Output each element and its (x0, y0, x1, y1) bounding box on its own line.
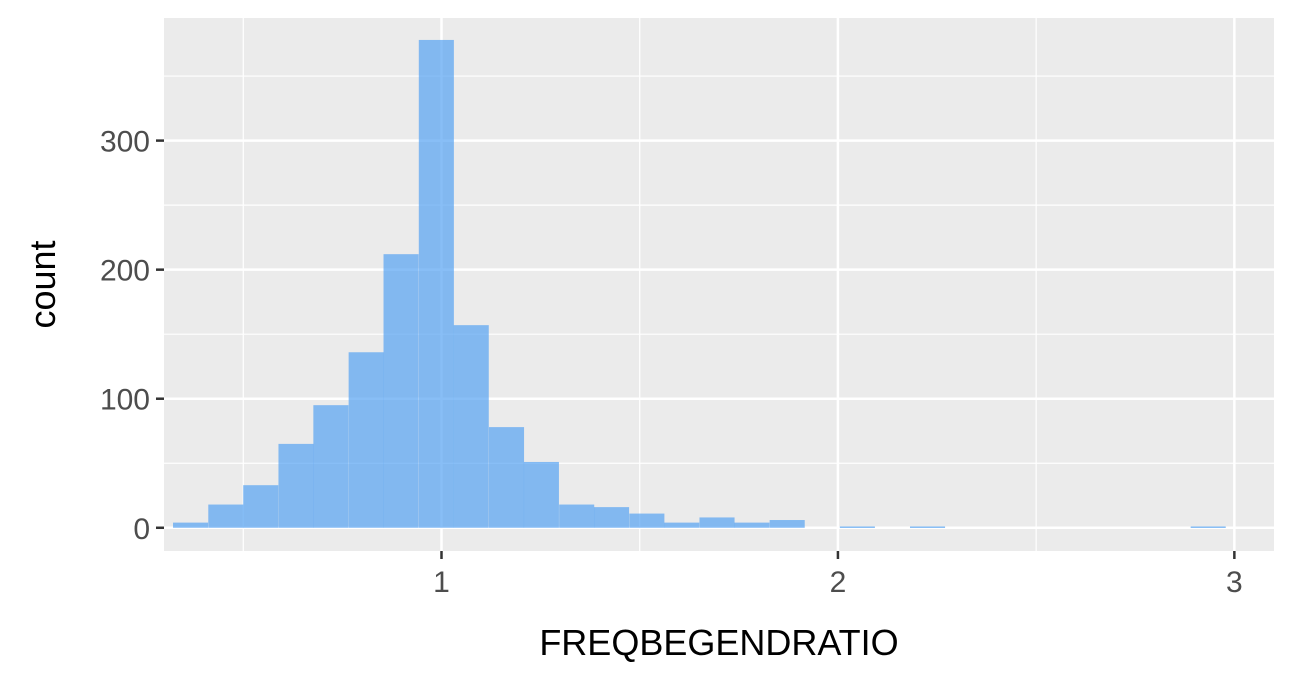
histogram-bar (348, 352, 384, 528)
histogram-bar (734, 522, 770, 528)
histogram-bar (1190, 526, 1226, 528)
x-tick-label: 3 (1226, 566, 1243, 599)
histogram-bar (594, 507, 630, 528)
histogram-bar (769, 520, 805, 528)
histogram-bar (629, 513, 665, 528)
histogram-bar (278, 443, 314, 528)
histogram-bar (909, 526, 946, 528)
y-tick-label: 0 (133, 513, 150, 546)
histogram-bar (523, 461, 559, 528)
histogram-bar (208, 504, 244, 528)
y-axis-title: count (22, 240, 63, 328)
histogram-bar (313, 405, 349, 528)
x-tick-label: 2 (830, 566, 847, 599)
histogram-bars (173, 39, 1226, 528)
histogram-bar (173, 522, 209, 528)
y-tick-label: 300 (100, 126, 150, 159)
x-axis-title: FREQBEGENDRATIO (539, 622, 898, 663)
histogram-bar (418, 39, 454, 528)
y-tick-label: 100 (100, 384, 150, 417)
histogram-bar (453, 325, 489, 528)
histogram-bar (559, 504, 595, 528)
x-tick-label: 1 (433, 566, 450, 599)
histogram-bar (383, 254, 419, 528)
histogram-bar (243, 485, 279, 528)
y-axis: 0 100 200 300 (100, 126, 164, 546)
histogram-bar (699, 517, 735, 528)
histogram-bar (839, 526, 875, 528)
x-axis: 1 2 3 (433, 551, 1243, 599)
histogram-bar (488, 427, 525, 528)
y-tick-label: 200 (100, 255, 150, 288)
histogram-bar (664, 522, 700, 528)
